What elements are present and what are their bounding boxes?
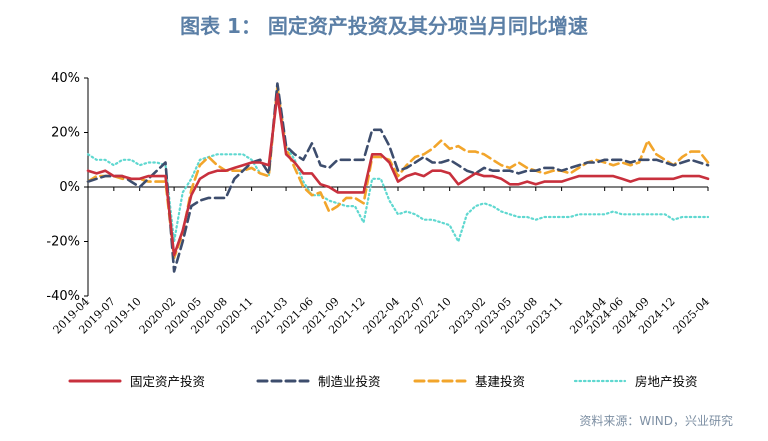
series-line-2 [86,84,710,260]
legend-label-3: 房地产投资 [635,374,698,389]
chart-title: 图表 1： 固定资产投资及其分项当月同比增速 [180,14,588,38]
y-tick-label: 20% [51,126,80,141]
legend-label-1: 制造业投资 [318,374,381,389]
series-line-0 [86,93,710,257]
x-axis: 2019-042019-072019-102020-022020-052020-… [51,186,713,337]
x-tick-label: 2025-04 [671,295,713,337]
y-tick-label: -20% [46,235,80,250]
legend: 固定资产投资 制造业投资 基建投资 房地产投资 [68,374,698,389]
y-axis: -40% -20% 0% 20% 40% [46,71,89,304]
y-tick-label: 40% [51,71,80,86]
series-line-1 [86,82,710,273]
series-line-3 [86,85,710,243]
y-tick-label: -40% [46,289,80,304]
legend-label-0: 固定资产投资 [130,374,205,389]
source-note: 资料来源：WIND，兴业研究 [579,414,733,428]
y-tick-label: 0% [59,180,80,195]
plot-area [86,82,710,273]
legend-label-2: 基建投资 [475,374,525,389]
